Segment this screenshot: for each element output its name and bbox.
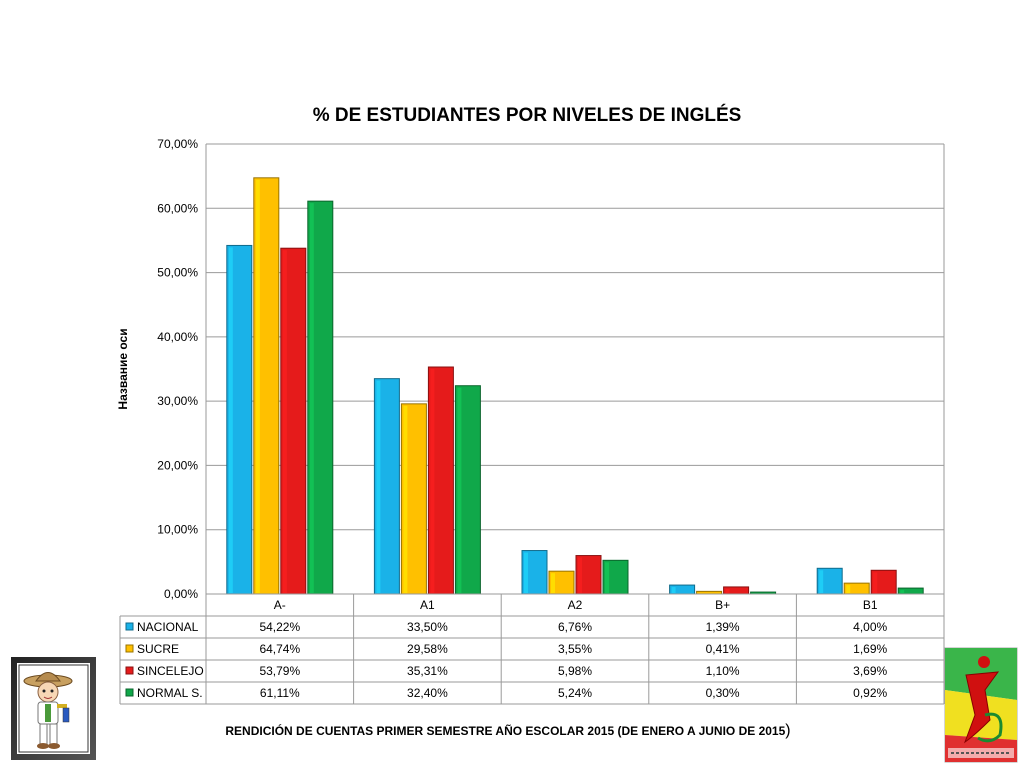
footer-text: RENDICIÓN DE CUENTAS PRIMER SEMESTRE AÑO… [225,723,785,738]
y-tick-label: 0,00% [164,587,198,601]
category-label: A- [274,598,286,612]
bar-highlight [578,557,582,593]
data-label: 3,69% [853,664,887,678]
bar-highlight [551,573,555,593]
data-label: 3,55% [558,642,592,656]
data-label: 64,74% [259,642,300,656]
bar-highlight [671,587,676,593]
data-label: 61,11% [260,686,300,700]
bar-highlight [282,250,287,593]
footer-paren: ) [785,722,790,739]
footer-caption: RENDICIÓN DE CUENTAS PRIMER SEMESTRE AÑO… [225,722,790,739]
legend-entry: NORMAL S. [137,686,203,700]
bar-highlight [725,588,730,593]
bar-highlight [873,572,878,593]
legend-entry: SINCELEJO [137,664,204,678]
data-label: 6,76% [558,620,592,634]
data-label: 0,92% [853,686,887,700]
data-label: 1,69% [853,642,887,656]
legend-key [125,688,134,697]
bar-highlight [605,562,609,593]
legend-key [125,666,134,675]
bar-highlight [524,552,528,593]
data-label: 1,39% [706,620,740,634]
bar-highlight [819,570,824,593]
y-axis-label: Название оси [116,328,130,409]
data-table: A- A1 A2 B+ B1 NACIONAL 54,22% 33,50% 6,76% 1,39%… [119,593,945,705]
y-tick-label: 40,00% [157,330,198,344]
data-label: 32,40% [407,686,448,700]
bar-highlight [309,203,314,593]
y-tick-label: 60,00% [157,201,198,215]
bar-highlight [900,590,905,593]
data-label: 1,10% [706,664,740,678]
data-label: 5,98% [558,664,592,678]
data-label: 5,24% [558,686,592,700]
data-label: 4,00% [853,620,887,634]
data-label: 53,79% [259,664,300,678]
y-tick-label: 30,00% [157,394,198,408]
category-label: B1 [863,598,878,612]
category-label: B+ [715,598,730,612]
category-label: A1 [420,598,435,612]
y-tick-label: 10,00% [157,523,198,537]
bar-highlight [255,179,260,594]
legend-key [125,644,134,653]
data-label: 54,22% [259,620,300,634]
legend-key [125,622,134,631]
bar-highlight [430,369,435,593]
y-tick-labels: 0,00% 10,00% 20,00% 30,00% 40,00% 50,00% 60,00… [157,137,198,601]
bar-highlight [376,380,381,593]
y-tick-label: 50,00% [157,266,198,280]
bars [226,177,924,595]
legend-entry: SUCRE [137,642,179,656]
school-emblem-logo [944,647,1018,763]
bar-highlight [403,405,408,593]
data-label: 29,58% [407,642,448,656]
bar-highlight [457,387,462,593]
chart-title: % DE ESTUDIANTES POR NIVELES DE INGLÉS [313,104,742,126]
data-label: 0,30% [706,686,740,700]
data-label: 0,41% [706,642,740,656]
y-tick-label: 20,00% [157,458,198,472]
data-label: 33,50% [407,620,448,634]
cartoon-student-logo [11,657,96,760]
category-label: A2 [568,598,583,612]
legend-entry: NACIONAL [137,620,199,634]
y-tick-label: 70,00% [157,137,198,151]
bar-highlight [228,247,233,593]
bar-highlight [846,585,851,593]
data-label: 35,31% [407,664,448,678]
